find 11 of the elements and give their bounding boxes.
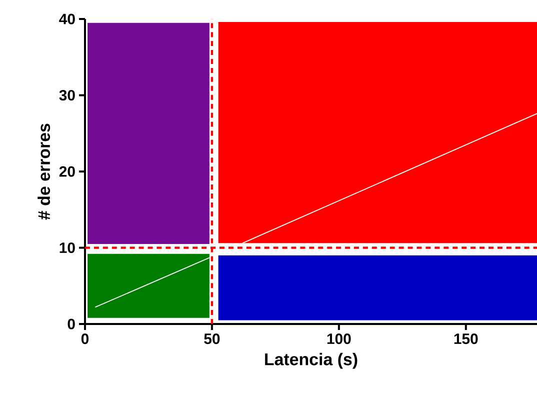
x-tick-label: 100 xyxy=(327,333,351,344)
y-tick-label: 0 xyxy=(68,318,75,330)
x-axis-title: Latencia (s) xyxy=(265,352,358,369)
y-tick-label: 30 xyxy=(59,90,75,101)
x-tick-label: 50 xyxy=(204,333,220,344)
x-tick-label: 0 xyxy=(81,333,89,344)
y-tick-label: 10 xyxy=(60,242,75,254)
y-tick-label: 40 xyxy=(59,14,75,24)
x-tick-label: 150 xyxy=(454,333,478,344)
y-tick-label: 20 xyxy=(59,166,75,177)
y-axis-title: # de errores xyxy=(38,124,50,220)
